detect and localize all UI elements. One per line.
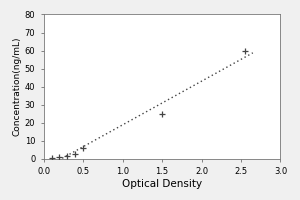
X-axis label: Optical Density: Optical Density	[122, 179, 202, 189]
Y-axis label: Concentration(ng/mL): Concentration(ng/mL)	[13, 37, 22, 136]
